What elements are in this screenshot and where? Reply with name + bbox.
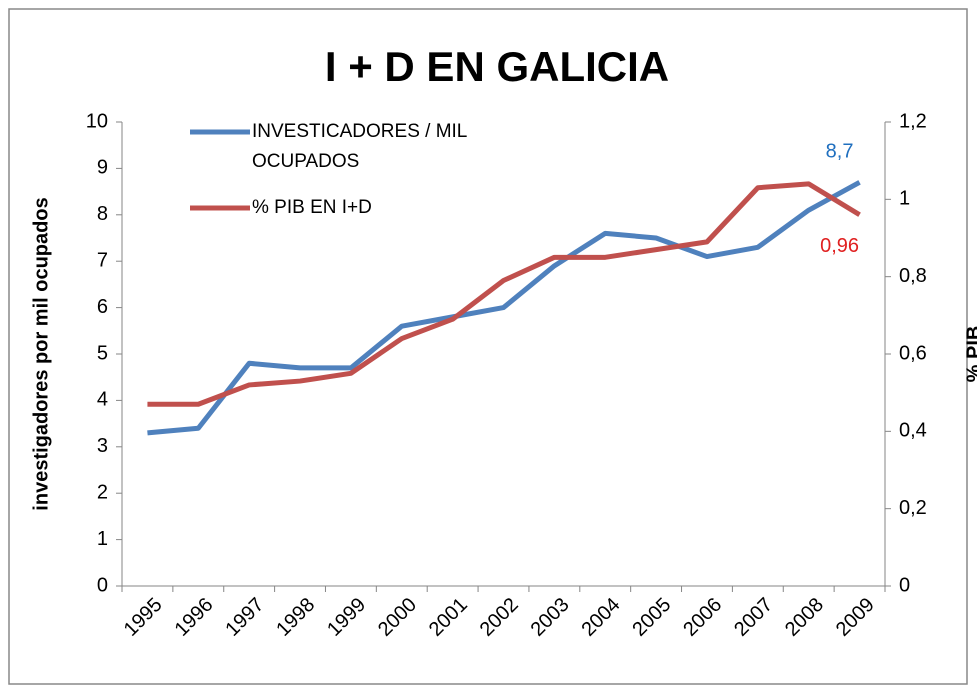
y-tick-label: 10 <box>86 110 108 132</box>
y-tick-label: 7 <box>97 249 108 271</box>
chart-title: I + D EN GALICIA <box>325 43 669 90</box>
y2-tick-label: 0 <box>899 574 910 596</box>
y-tick-label: 1 <box>97 528 108 550</box>
y-tick-label: 3 <box>97 435 108 457</box>
legend-label: INVESTICADORES / MIL OCUPADOS <box>252 121 467 172</box>
legend-entry: % PIB EN I+D <box>252 197 372 218</box>
y-tick-label: 4 <box>97 389 108 411</box>
y2-tick-label: 1,2 <box>899 110 927 132</box>
y2-tick-label: 0,8 <box>899 265 927 287</box>
y2-tick-label: 0,6 <box>899 342 927 364</box>
legend-entry: INVESTICADORES / MIL OCUPADOS <box>252 121 467 172</box>
y2-tick-label: 0,2 <box>899 497 927 519</box>
y2-axis-label: % PIB <box>963 326 977 383</box>
y2-tick-label: 1 <box>899 188 910 210</box>
y-tick-label: 2 <box>97 481 108 503</box>
y2-tick-label: 0,4 <box>899 420 927 442</box>
data-label: 8,7 <box>826 141 854 163</box>
y-tick-label: 0 <box>97 574 108 596</box>
y-tick-label: 8 <box>97 203 108 225</box>
chart-border <box>8 8 968 685</box>
y-tick-label: 6 <box>97 296 108 318</box>
series-line <box>147 180 861 436</box>
y-axis-label: investigadores por mil ocupados <box>30 197 52 510</box>
y-tick-label: 9 <box>97 157 108 179</box>
series-line <box>147 181 861 407</box>
y-tick-label: 5 <box>97 342 108 364</box>
legend-label: % PIB EN I+D <box>252 197 372 218</box>
data-label: 0,96 <box>820 235 859 257</box>
